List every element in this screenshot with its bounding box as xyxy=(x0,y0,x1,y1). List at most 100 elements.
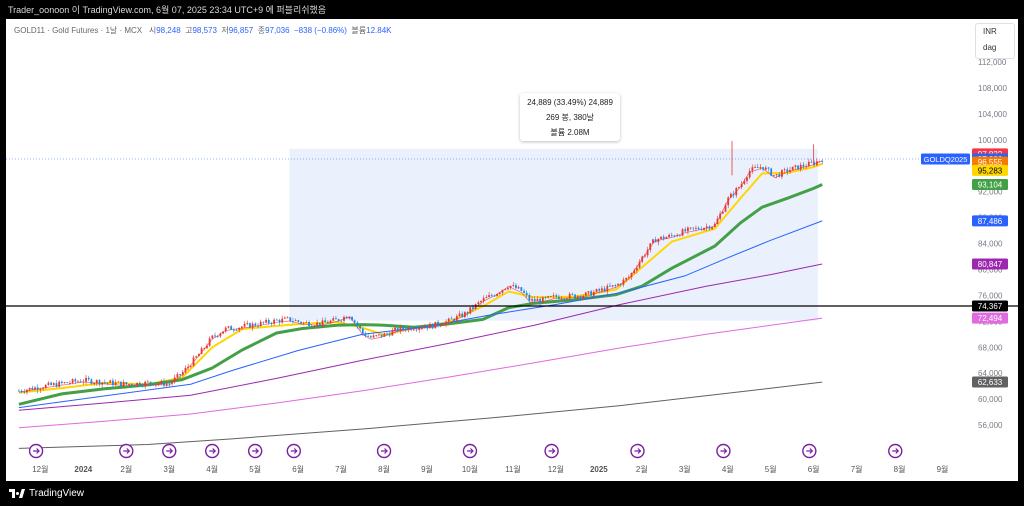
candle-body xyxy=(668,234,670,238)
candle-body xyxy=(138,382,141,386)
candle-body xyxy=(375,335,378,336)
measure-bars: 269 봉, 380날 xyxy=(545,113,595,122)
chart-panel[interactable]: 112,000108,000104,000100,00096,00092,000… xyxy=(6,19,1018,481)
candle-body xyxy=(155,384,157,386)
candle-body xyxy=(224,327,227,332)
symbol-legend: GOLD11 · Gold Futures · 1날 · MCX 시98,248… xyxy=(14,25,391,36)
candle-body xyxy=(60,381,63,383)
measure-volume: 볼륨 2.08M xyxy=(550,128,590,137)
candle-body xyxy=(501,289,504,293)
candle-body xyxy=(472,307,474,309)
candle-body xyxy=(493,295,496,297)
candle-body xyxy=(329,320,332,324)
candle-body xyxy=(458,313,461,317)
candle-body xyxy=(340,320,343,322)
candle-body xyxy=(772,175,775,176)
candle-body xyxy=(103,382,106,384)
candle-body xyxy=(708,226,711,229)
x-tick-label: 10월 xyxy=(462,464,478,474)
candle-body xyxy=(356,322,359,326)
candle-body xyxy=(52,383,55,385)
candle-body xyxy=(711,226,713,229)
candle-body xyxy=(240,326,243,328)
candle-body xyxy=(598,289,601,291)
event-marker-arrow xyxy=(33,448,40,454)
candle-body xyxy=(579,296,582,299)
candle-body xyxy=(160,380,163,384)
measure-change: 24,889 (33.49%) 24,889 xyxy=(527,98,613,107)
candle-body xyxy=(251,323,254,328)
candle-body xyxy=(114,382,117,386)
candle-body xyxy=(85,377,87,382)
candle-body xyxy=(283,317,286,319)
x-tick-label: 5월 xyxy=(249,464,261,474)
price-label-box xyxy=(972,258,1008,270)
price-chart[interactable]: 112,000108,000104,000100,00096,00092,000… xyxy=(6,19,1018,481)
candle-body xyxy=(66,382,69,384)
candle-body xyxy=(740,183,743,188)
candle-body xyxy=(450,318,453,320)
candle-body xyxy=(442,325,445,326)
candle-body xyxy=(695,227,697,229)
candle-body xyxy=(504,289,507,290)
candle-body xyxy=(676,235,679,237)
candle-body xyxy=(176,374,179,378)
currency-selector[interactable]: INR xyxy=(983,27,997,36)
candle-body xyxy=(318,322,321,326)
high-value: 98,573 xyxy=(192,26,217,35)
candle-body xyxy=(219,333,222,337)
event-marker-icon xyxy=(630,443,645,459)
candle-body xyxy=(386,333,388,335)
candle-body xyxy=(789,170,791,172)
candle-body xyxy=(705,226,708,229)
candle-body xyxy=(423,326,426,329)
candle-body xyxy=(560,298,563,300)
scale-settings[interactable]: INR dag xyxy=(975,23,1015,59)
candle-body xyxy=(547,296,550,298)
candle-body xyxy=(549,296,552,297)
x-tick-label: 9월 xyxy=(421,464,433,474)
candle-body xyxy=(558,296,560,299)
event-marker-arrow xyxy=(290,448,298,454)
candle-body xyxy=(122,382,125,387)
candle-body xyxy=(324,320,327,323)
candle-body xyxy=(149,381,152,384)
candle-body xyxy=(404,329,407,331)
x-tick-label: 3월 xyxy=(163,464,175,474)
event-marker-arrow xyxy=(466,448,474,454)
price-label-box xyxy=(972,164,1008,176)
tradingview-logo[interactable]: TradingView xyxy=(9,488,84,499)
candle-body xyxy=(230,326,233,330)
candle-body xyxy=(262,321,265,323)
candle-body xyxy=(751,167,754,171)
candle-body xyxy=(402,326,404,330)
candle-body xyxy=(415,329,418,331)
x-tick-label: 11월 xyxy=(505,464,521,474)
candle-body xyxy=(703,228,705,231)
candle-body xyxy=(109,380,112,383)
candle-body xyxy=(697,227,700,230)
candle-body xyxy=(181,372,184,376)
candle-body xyxy=(670,234,673,236)
candle-body xyxy=(552,295,555,297)
candle-body xyxy=(316,322,319,326)
volume-label: 볼륨 xyxy=(351,26,367,35)
open-label: 시 xyxy=(148,26,157,35)
candle-body xyxy=(112,380,114,386)
candle-body xyxy=(214,335,216,337)
candle-body xyxy=(783,169,786,171)
candle-body xyxy=(689,227,692,229)
candle-body xyxy=(128,384,130,385)
candle-body xyxy=(488,295,490,298)
event-marker-arrow xyxy=(892,448,900,454)
candle-body xyxy=(533,299,536,301)
candle-body xyxy=(686,227,689,232)
candle-body xyxy=(738,187,740,189)
candle-body xyxy=(482,298,485,302)
event-marker-arrow xyxy=(166,448,174,454)
y-tick-label: 92,000 xyxy=(978,188,1003,197)
unit-selector[interactable]: dag xyxy=(983,43,997,52)
candle-body xyxy=(146,381,149,383)
candle-body xyxy=(786,169,789,172)
candle-body xyxy=(267,319,270,324)
